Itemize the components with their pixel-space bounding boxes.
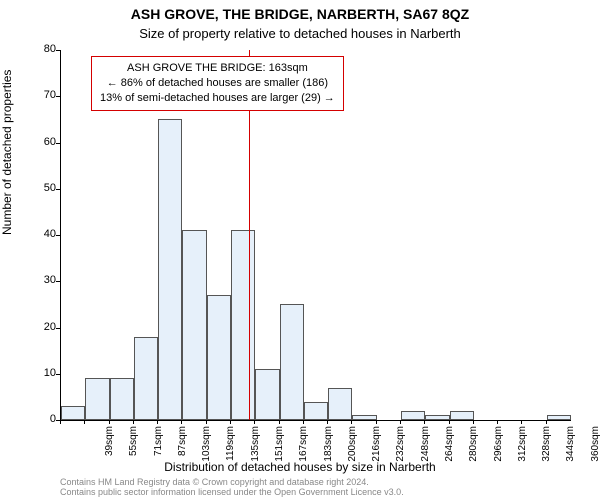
x-tick-mark — [497, 420, 498, 424]
x-tick-mark — [546, 420, 547, 424]
x-tick-mark — [84, 420, 85, 424]
histogram-bar — [450, 411, 474, 420]
callout-line-2: ← 86% of detached houses are smaller (18… — [100, 76, 335, 91]
x-tick-mark — [181, 420, 182, 424]
x-tick-label: 87sqm — [177, 426, 188, 466]
x-tick-label: 280sqm — [468, 426, 479, 466]
y-tick-label: 0 — [32, 413, 56, 425]
x-tick-mark — [303, 420, 304, 424]
callout-line-3: 13% of semi-detached houses are larger (… — [100, 91, 335, 106]
x-tick-label: 296sqm — [493, 426, 504, 466]
x-tick-label: 183sqm — [323, 426, 334, 466]
histogram-bar — [207, 295, 231, 420]
y-tick-label: 20 — [32, 321, 56, 333]
x-tick-label: 151sqm — [274, 426, 285, 466]
histogram-bar — [61, 406, 85, 420]
x-tick-mark — [230, 420, 231, 424]
y-tick-label: 30 — [32, 274, 56, 286]
histogram-bar — [328, 388, 352, 420]
x-tick-label: 216sqm — [371, 426, 382, 466]
x-tick-label: 264sqm — [444, 426, 455, 466]
histogram-bar — [425, 415, 449, 420]
x-tick-mark — [109, 420, 110, 424]
x-tick-mark — [473, 420, 474, 424]
x-tick-label: 103sqm — [201, 426, 212, 466]
x-tick-mark — [133, 420, 134, 424]
x-tick-label: 200sqm — [347, 426, 358, 466]
y-tick-label: 40 — [32, 228, 56, 240]
histogram-bar — [401, 411, 425, 420]
callout-box: ASH GROVE THE BRIDGE: 163sqm ← 86% of de… — [91, 56, 344, 111]
y-axis-label: Number of detached properties — [0, 70, 14, 235]
chart-title-sub: Size of property relative to detached ho… — [0, 26, 600, 41]
x-tick-mark — [279, 420, 280, 424]
histogram-bar — [158, 119, 182, 420]
histogram-bar — [85, 378, 109, 420]
x-tick-mark — [60, 420, 61, 424]
x-tick-label: 135sqm — [250, 426, 261, 466]
y-tick-mark — [56, 50, 60, 51]
histogram-bar — [352, 415, 376, 420]
footer-attribution: Contains HM Land Registry data © Crown c… — [60, 478, 404, 498]
histogram-bar — [182, 230, 206, 420]
y-tick-mark — [56, 281, 60, 282]
x-tick-label: 328sqm — [541, 426, 552, 466]
x-tick-label: 71sqm — [153, 426, 164, 466]
x-tick-mark — [400, 420, 401, 424]
x-tick-label: 55sqm — [128, 426, 139, 466]
y-tick-mark — [56, 328, 60, 329]
y-tick-label: 60 — [32, 136, 56, 148]
y-tick-label: 80 — [32, 43, 56, 55]
footer-line-2: Contains public sector information licen… — [60, 488, 404, 498]
y-tick-label: 50 — [32, 182, 56, 194]
histogram-bar — [231, 230, 255, 420]
x-tick-mark — [206, 420, 207, 424]
plot-area: ASH GROVE THE BRIDGE: 163sqm ← 86% of de… — [60, 50, 571, 421]
x-tick-mark — [327, 420, 328, 424]
x-tick-mark — [449, 420, 450, 424]
histogram-bar — [255, 369, 279, 420]
x-tick-label: 167sqm — [298, 426, 309, 466]
x-tick-label: 39sqm — [104, 426, 115, 466]
histogram-bar — [304, 402, 328, 421]
x-tick-label: 312sqm — [517, 426, 528, 466]
histogram-bar — [110, 378, 134, 420]
x-tick-mark — [254, 420, 255, 424]
x-tick-label: 344sqm — [565, 426, 576, 466]
histogram-bar — [547, 415, 571, 420]
x-tick-mark — [157, 420, 158, 424]
x-tick-label: 248sqm — [420, 426, 431, 466]
x-tick-label: 360sqm — [590, 426, 600, 466]
x-tick-label: 119sqm — [225, 426, 236, 466]
y-tick-mark — [56, 374, 60, 375]
x-tick-mark — [376, 420, 377, 424]
x-tick-label: 232sqm — [395, 426, 406, 466]
x-tick-mark — [351, 420, 352, 424]
x-tick-mark — [521, 420, 522, 424]
x-tick-mark — [424, 420, 425, 424]
histogram-bar — [280, 304, 304, 420]
y-tick-mark — [56, 189, 60, 190]
y-tick-mark — [56, 143, 60, 144]
y-tick-mark — [56, 96, 60, 97]
y-tick-label: 10 — [32, 367, 56, 379]
y-tick-label: 70 — [32, 89, 56, 101]
histogram-bar — [134, 337, 158, 420]
chart-container: ASH GROVE, THE BRIDGE, NARBERTH, SA67 8Q… — [0, 0, 600, 500]
callout-line-1: ASH GROVE THE BRIDGE: 163sqm — [100, 61, 335, 76]
y-tick-mark — [56, 235, 60, 236]
chart-title-main: ASH GROVE, THE BRIDGE, NARBERTH, SA67 8Q… — [0, 6, 600, 22]
